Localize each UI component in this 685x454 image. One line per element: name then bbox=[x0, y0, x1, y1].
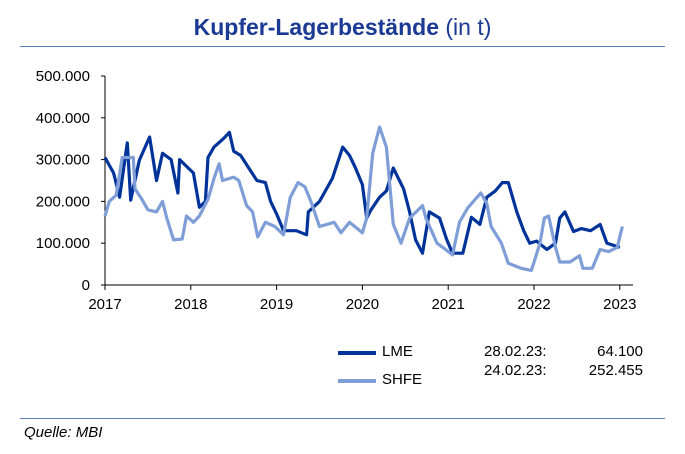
legend-label-shfe: SHFE bbox=[382, 371, 423, 388]
x-tick-label: 2021 bbox=[432, 296, 465, 313]
y-tick-label: 400.000 bbox=[36, 110, 90, 127]
legend-value-shfe: 252.455 bbox=[588, 362, 643, 379]
legend-date-shfe: 24.02.23: bbox=[484, 362, 547, 379]
x-tick-label: 2019 bbox=[260, 296, 293, 313]
title-unit: (in t) bbox=[445, 14, 492, 40]
x-tick-label: 2022 bbox=[517, 296, 550, 313]
source-note: Quelle: MBI bbox=[24, 424, 103, 441]
x-tick-label: 2020 bbox=[346, 296, 379, 313]
chart-title: Kupfer-Lagerbestände (in t) bbox=[0, 14, 685, 41]
x-tick-label: 2017 bbox=[88, 296, 121, 313]
title-main: Kupfer-Lagerbestände bbox=[193, 14, 439, 40]
y-tick-label: 0 bbox=[82, 277, 90, 294]
title-divider bbox=[20, 46, 665, 47]
series-line-lme bbox=[103, 130, 621, 255]
legend-date-lme: 28.02.23: bbox=[484, 343, 547, 360]
y-tick-label: 200.000 bbox=[36, 193, 90, 210]
y-tick-label: 300.000 bbox=[36, 152, 90, 169]
footer-divider bbox=[20, 418, 665, 419]
legend-value-lme: 64.100 bbox=[597, 343, 643, 360]
legend-label-lme: LME bbox=[382, 343, 413, 360]
x-tick-label: 2023 bbox=[603, 296, 636, 313]
x-tick-label: 2018 bbox=[174, 296, 207, 313]
y-tick-label: 500.000 bbox=[36, 68, 90, 85]
y-tick-label: 100.000 bbox=[36, 235, 90, 252]
